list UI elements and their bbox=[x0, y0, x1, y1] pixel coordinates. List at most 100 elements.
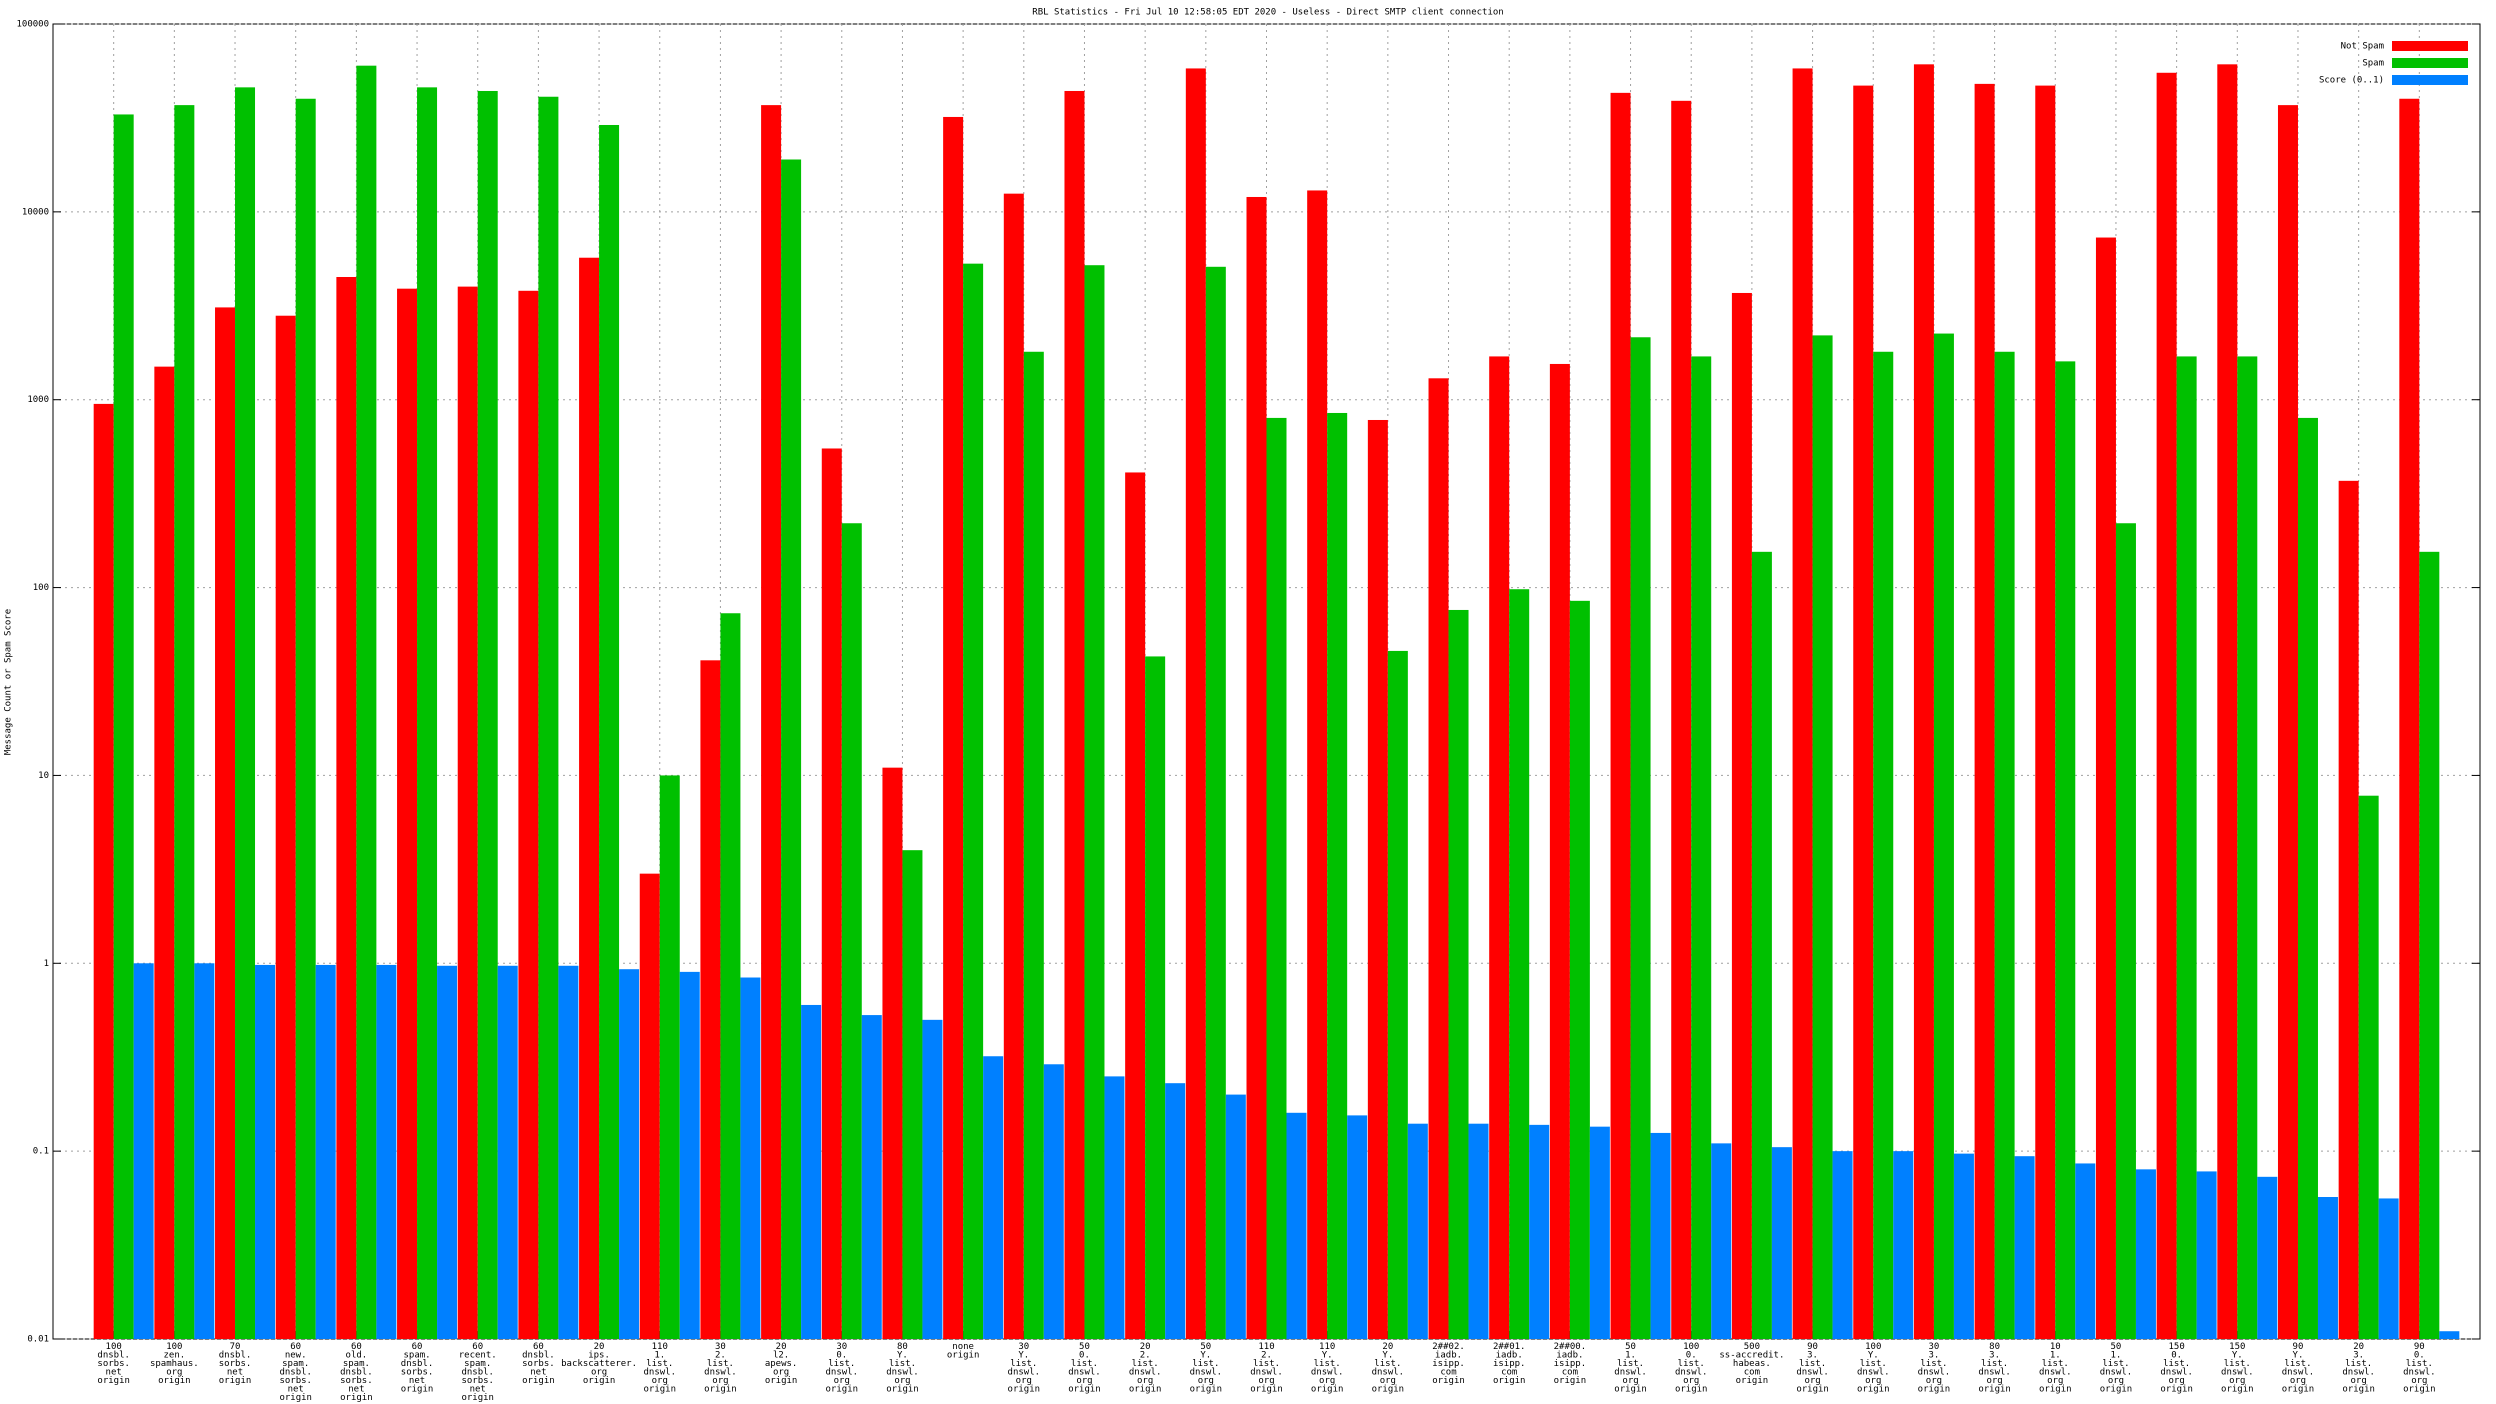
x-tick-label-line: com bbox=[1501, 1367, 1517, 1377]
x-tick-label-line: list. bbox=[889, 1359, 916, 1369]
x-tick-label-line: 50 bbox=[1625, 1342, 1636, 1352]
bar bbox=[740, 977, 761, 1339]
bar bbox=[1003, 193, 1024, 1340]
bar bbox=[1731, 292, 1752, 1340]
bar bbox=[2115, 523, 2136, 1339]
x-tick-label-line: spamhaus. bbox=[150, 1359, 199, 1369]
bar bbox=[1832, 1151, 1853, 1339]
bar bbox=[2135, 1169, 2156, 1339]
bar bbox=[1104, 1076, 1125, 1339]
x-tick-label-line: dnswl. bbox=[1614, 1367, 1647, 1377]
x-tick-label-line: 1. bbox=[2111, 1350, 2122, 1360]
x-tick-label-line: origin bbox=[1311, 1384, 1344, 1394]
bar bbox=[437, 965, 458, 1339]
x-tick-label-line: 3. bbox=[2353, 1350, 2364, 1360]
bar bbox=[2419, 551, 2440, 1339]
bar bbox=[2217, 64, 2238, 1340]
x-tick-label-line: origin bbox=[219, 1376, 252, 1386]
bar bbox=[1913, 64, 1934, 1340]
x-tick-label-line: list. bbox=[2284, 1359, 2311, 1369]
x-tick-label-line: dnsbl. bbox=[401, 1359, 434, 1369]
x-tick-label-line: sorbs. bbox=[461, 1376, 494, 1386]
x-tick-label-line: 3. bbox=[1989, 1350, 2000, 1360]
x-tick-label-line: 2. bbox=[715, 1350, 726, 1360]
x-tick-label-line: 100 bbox=[166, 1342, 182, 1352]
x-tick-label-line: list. bbox=[2406, 1359, 2433, 1369]
x-tick-label-line: org bbox=[652, 1376, 668, 1386]
x-tick-label-line: 0. bbox=[836, 1350, 847, 1360]
x-tick-label-line: 60 bbox=[351, 1342, 362, 1352]
chart-title: RBL Statistics - Fri Jul 10 12:58:05 EDT… bbox=[1032, 8, 1503, 18]
x-tick-label-line: origin bbox=[2100, 1384, 2133, 1394]
x-tick-label-line: origin bbox=[1493, 1376, 1526, 1386]
x-tick-label-line: 2. bbox=[1261, 1350, 1272, 1360]
x-tick-label-line: dnsbl. bbox=[522, 1350, 555, 1360]
x-tick-label-line: origin bbox=[1554, 1376, 1587, 1386]
y-tick-label: 0.01 bbox=[27, 1335, 49, 1345]
bar bbox=[1185, 68, 1206, 1339]
x-tick-label-line: list. bbox=[1860, 1359, 1887, 1369]
bar bbox=[477, 90, 498, 1339]
bar bbox=[1367, 419, 1388, 1339]
y-axis-label: Message Count or Spam Score bbox=[4, 609, 14, 755]
bar bbox=[619, 969, 640, 1339]
x-tick-label-line: 2##00. bbox=[1554, 1342, 1587, 1352]
y-tick-label: 100000 bbox=[16, 20, 49, 30]
x-tick-label-line: dnswl. bbox=[1129, 1367, 1162, 1377]
x-tick-label-line: 10 bbox=[2050, 1342, 2061, 1352]
bar bbox=[1509, 589, 1530, 1339]
x-tick-label-line: dnswl. bbox=[704, 1367, 737, 1377]
x-tick-label-line: list. bbox=[2345, 1359, 2372, 1369]
x-tick-label-line: origin bbox=[1978, 1384, 2011, 1394]
x-tick-label-line: list. bbox=[1799, 1359, 1826, 1369]
bar bbox=[1286, 1112, 1307, 1339]
x-tick-label-line: list. bbox=[2042, 1359, 2069, 1369]
y-tick-label: 10000 bbox=[22, 207, 49, 217]
bar bbox=[1084, 265, 1105, 1339]
bar bbox=[2176, 356, 2197, 1339]
bar bbox=[2358, 795, 2379, 1339]
bar bbox=[1569, 600, 1590, 1339]
bar bbox=[1246, 196, 1267, 1339]
x-tick-label-line: org bbox=[773, 1367, 789, 1377]
x-tick-label-line: list. bbox=[1314, 1359, 1341, 1369]
x-tick-label-line: list. bbox=[1981, 1359, 2008, 1369]
x-tick-label-line: 100 bbox=[1683, 1342, 1699, 1352]
bar bbox=[1549, 363, 1570, 1339]
x-tick-label-line: origin bbox=[583, 1376, 616, 1386]
x-tick-label-line: origin bbox=[97, 1376, 130, 1386]
x-tick-label: 80 3. list. dnswl. org origin bbox=[1978, 1342, 2011, 1395]
bar bbox=[1792, 68, 1813, 1339]
x-tick-label-line: org bbox=[2290, 1376, 2306, 1386]
x-tick-label-line: origin bbox=[1129, 1384, 1162, 1394]
bar bbox=[397, 288, 418, 1339]
bar bbox=[599, 124, 620, 1339]
x-tick-label-line: origin bbox=[2221, 1384, 2254, 1394]
x-tick-label-line: org bbox=[2108, 1376, 2124, 1386]
x-tick-label-line: spam. bbox=[404, 1350, 431, 1360]
bar bbox=[2095, 237, 2116, 1339]
bar bbox=[1165, 1083, 1186, 1339]
x-tick-label-line: Y. bbox=[1868, 1350, 1879, 1360]
bar bbox=[1812, 335, 1833, 1340]
x-tick-label-line: origin bbox=[886, 1384, 919, 1394]
x-tick-label-line: 110 bbox=[1319, 1342, 1335, 1352]
x-tick-label-line: 3. bbox=[1929, 1350, 1940, 1360]
x-tick-label-line: dnswl. bbox=[886, 1367, 919, 1377]
x-tick-label-line: 20 bbox=[1140, 1342, 1151, 1352]
x-tick-label-line: 150 bbox=[2229, 1342, 2245, 1352]
x-tick-label-line: 60 bbox=[533, 1342, 544, 1352]
x-tick-label-line: org bbox=[1683, 1376, 1699, 1386]
bar bbox=[1994, 351, 2015, 1339]
x-tick-label: 80 Y. list. dnswl. org origin bbox=[886, 1342, 919, 1395]
x-tick-label: 100 zen. spamhaus. org origin bbox=[150, 1342, 199, 1386]
x-tick-label-line: dnswl. bbox=[2039, 1367, 2072, 1377]
x-tick-label-line: dnswl. bbox=[2342, 1367, 2375, 1377]
x-tick-label-line: org bbox=[1076, 1376, 1092, 1386]
x-tick-label-line: org bbox=[1258, 1376, 1274, 1386]
x-tick-label-line: origin bbox=[704, 1384, 737, 1394]
x-tick-label-line: org bbox=[2351, 1376, 2367, 1386]
x-tick-label-line: 60 bbox=[472, 1342, 483, 1352]
x-tick-label: 70 dnsbl. sorbs. net origin bbox=[219, 1342, 252, 1386]
bar bbox=[497, 965, 518, 1339]
